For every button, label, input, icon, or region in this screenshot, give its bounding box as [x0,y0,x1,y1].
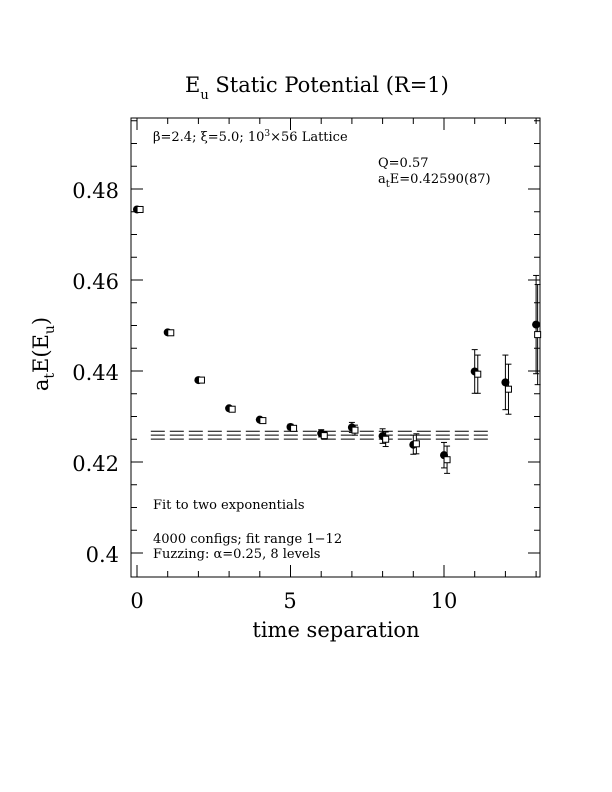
data-point-square [382,435,390,443]
data-point-square [197,376,205,384]
configs-annotation: 4000 configs; fit range 1−12 [153,532,342,547]
data-point-square [290,424,298,432]
data-points [133,205,542,474]
x-tick-label: 10 [431,589,458,613]
y-tick-label: 0.46 [72,270,119,294]
lattice-annotation: β=2.4; ξ=5.0; 103×56 Lattice [153,129,348,145]
x-tick-labels: 0 5 10 [130,589,457,613]
data-point-square [136,205,144,213]
y-tick-labels: 0.4 0.42 0.44 0.46 0.48 [72,179,119,567]
data-point-square [259,417,267,425]
chart-title: Eu Static Potential (R=1) [185,73,449,103]
fit-result-annotation: atE=0.42590(87) [378,172,491,190]
x-tick-label: 0 [130,589,143,613]
x-tick-label: 5 [283,589,296,613]
y-tick-label: 0.4 [86,543,119,567]
x-axis-label: time separation [252,618,419,642]
y-axis-label: atE(Eu) [29,317,58,391]
data-point-square [534,331,542,339]
data-point-square [504,385,512,393]
data-point-square [474,370,482,378]
data-point-square [351,426,359,434]
data-point-square [167,329,175,337]
y-tick-label: 0.48 [72,179,119,203]
data-point-circle [501,378,510,387]
plot-frame [130,117,541,578]
data-point-square [412,440,420,448]
fit-method-annotation: Fit to two exponentials [153,498,305,513]
q-value-annotation: Q=0.57 [378,156,429,171]
y-tick-label: 0.44 [72,361,119,385]
data-point-square [443,456,451,464]
y-tick-label: 0.42 [72,452,119,476]
fuzzing-annotation: Fuzzing: α=0.25, 8 levels [153,547,320,562]
data-point-square [228,405,236,413]
data-point-square [320,432,328,440]
data-point-circle [532,320,541,329]
